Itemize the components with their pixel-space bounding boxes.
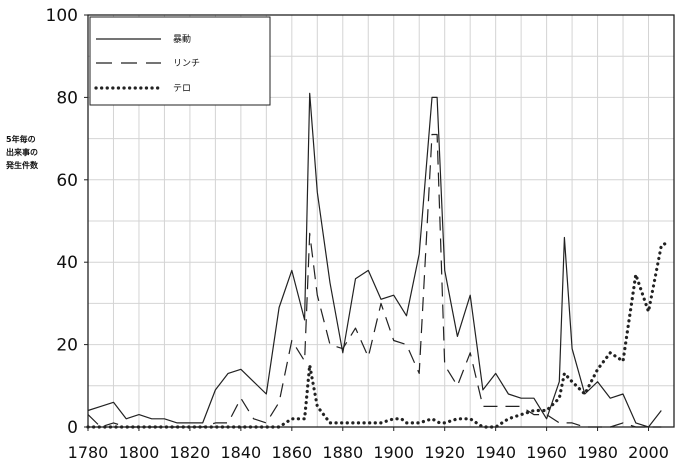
- y-tick-label-80: 80: [56, 88, 78, 108]
- x-tick-label-1920: 1920: [424, 443, 465, 462]
- x-tick-label-1900: 1900: [373, 443, 414, 462]
- y-tick-label-0: 0: [67, 418, 78, 438]
- plot-frame: [87, 14, 675, 428]
- series-line-riot: [87, 92, 662, 428]
- y-axis-label-line-1: 5年毎の: [6, 134, 36, 144]
- series-line-terror: [86, 240, 671, 429]
- x-tick-label-1780: 1780: [68, 443, 109, 462]
- legend-label-lynching: リンチ: [173, 58, 200, 69]
- series-line-lynching: [87, 133, 662, 428]
- x-tick-label-1940: 1940: [475, 443, 516, 462]
- y-tick-label-60: 60: [56, 171, 78, 191]
- x-tick-label-1980: 1980: [577, 443, 618, 462]
- x-tick-label-1880: 1880: [322, 443, 363, 462]
- y-tick-label-40: 40: [56, 253, 78, 273]
- tick-layer: 1780 1800 1820 1840 1860 1880 1900 1920 1940 1960…: [46, 6, 669, 462]
- legend-label-terror: テロ: [173, 83, 191, 94]
- x-tick-label-1840: 1840: [221, 443, 262, 462]
- legend-label-riot: 暴動: [173, 34, 191, 45]
- y-tick-label-20: 20: [56, 336, 78, 356]
- legend-box: [89, 16, 271, 106]
- x-tick-label-1820: 1820: [170, 443, 211, 462]
- legend: 暴動 リンチ テロ: [89, 16, 271, 106]
- y-axis-label-line-2: 出来事の: [6, 147, 38, 157]
- x-tick-label-1800: 1800: [119, 443, 160, 462]
- x-tick-label-2000: 2000: [628, 443, 669, 462]
- y-axis-label-line-3: 発生件数: [5, 160, 39, 170]
- x-tick-label-1960: 1960: [526, 443, 567, 462]
- x-tick-label-1860: 1860: [271, 443, 312, 462]
- series-layer: [86, 92, 671, 429]
- y-tick-label-100: 100: [46, 6, 78, 26]
